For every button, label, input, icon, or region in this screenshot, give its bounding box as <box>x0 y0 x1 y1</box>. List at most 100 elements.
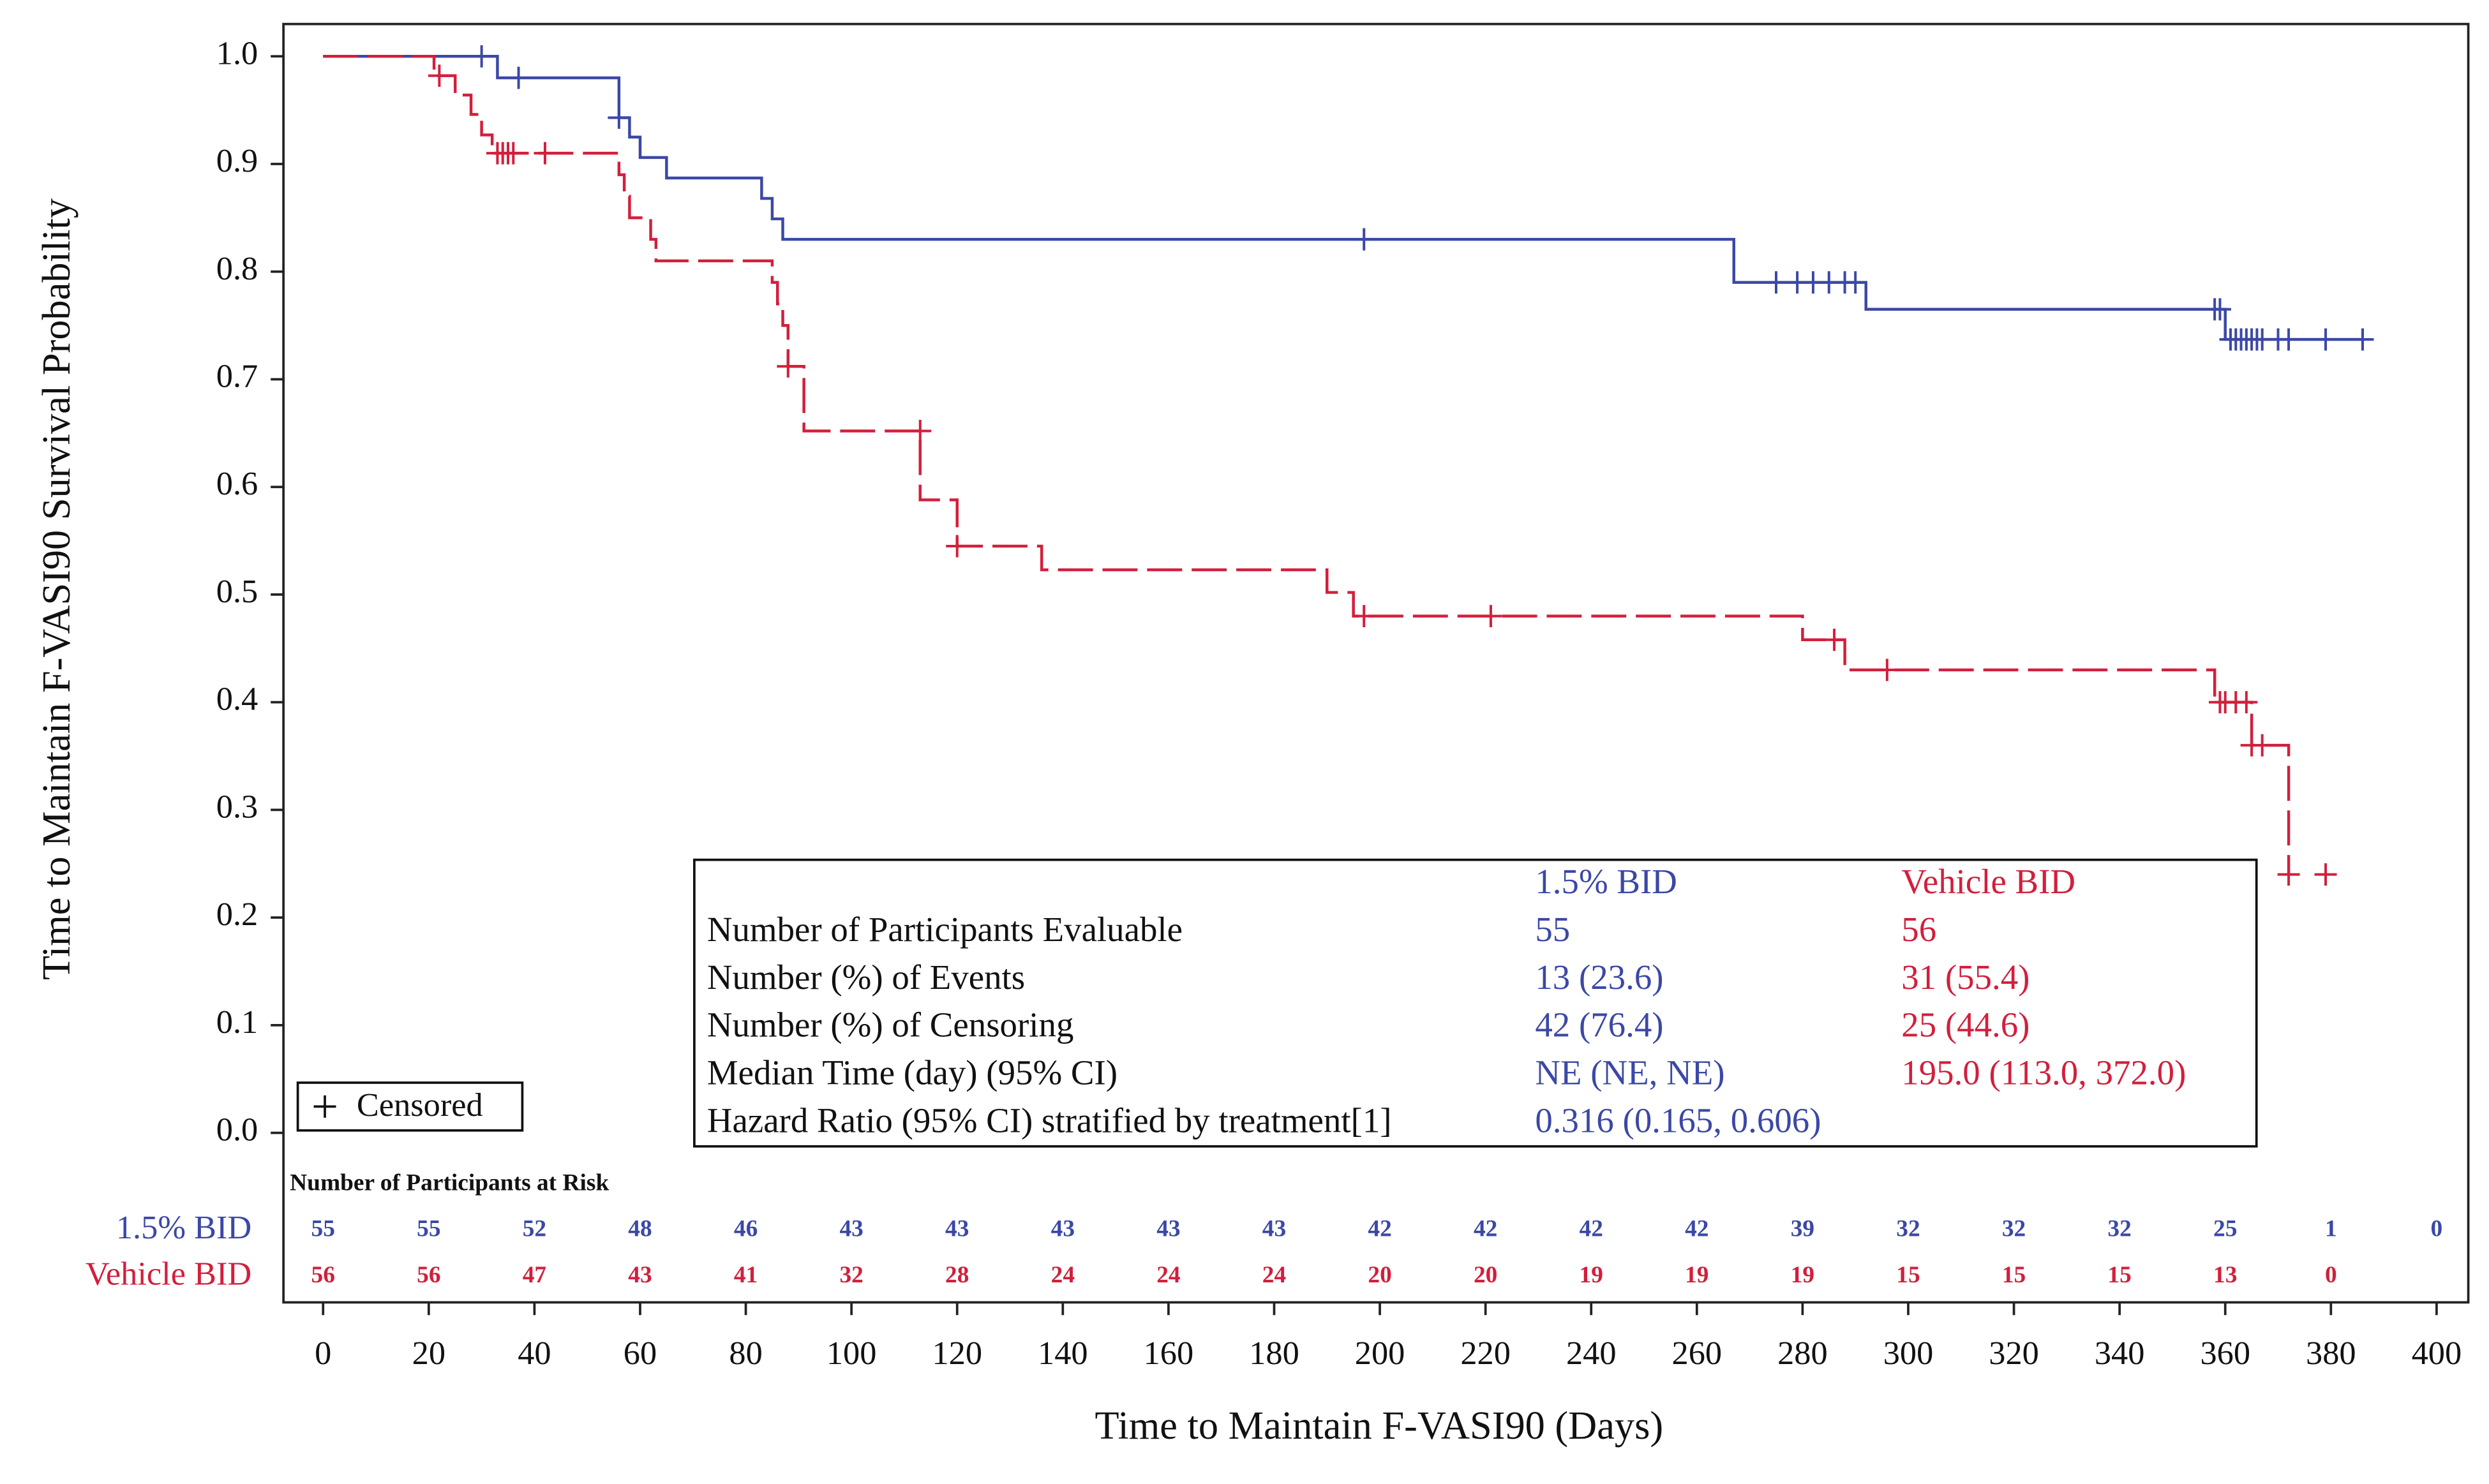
at-risk-count: 43 <box>945 1216 969 1242</box>
x-tick-label: 360 <box>2200 1335 2250 1372</box>
x-tick-label: 180 <box>1249 1335 1299 1372</box>
x-tick-label: 120 <box>932 1335 982 1372</box>
censor-mark <box>2314 863 2337 886</box>
x-tick-label: 100 <box>826 1335 877 1372</box>
x-tick-label: 0 <box>315 1335 331 1372</box>
at-risk-count: 15 <box>2002 1262 2026 1288</box>
censor-mark <box>1823 628 1846 651</box>
at-risk-count: 15 <box>1896 1262 1920 1288</box>
y-tick-label: 0.2 <box>216 896 258 933</box>
censor-mark <box>1352 605 1375 628</box>
at-risk-count: 43 <box>628 1262 652 1288</box>
y-tick-label: 0.7 <box>216 357 258 394</box>
x-tick-label: 260 <box>1672 1335 1723 1372</box>
censor-mark <box>2351 328 2374 351</box>
summary-value: 55 <box>1535 910 1570 949</box>
censor-mark <box>534 142 557 165</box>
at-risk-count: 20 <box>1474 1262 1497 1288</box>
y-tick-label: 0.9 <box>216 142 258 179</box>
x-tick-label: 340 <box>2095 1335 2145 1372</box>
at-risk-count: 42 <box>1580 1216 1603 1242</box>
at-risk-count: 42 <box>1685 1216 1708 1242</box>
censor-mark <box>946 535 969 558</box>
at-risk-title: Number of Participants at Risk <box>290 1169 609 1196</box>
at-risk-count: 32 <box>2107 1216 2131 1242</box>
summary-value: 42 (76.4) <box>1535 1005 1663 1044</box>
summary-box <box>693 858 2258 1148</box>
legend-label: Censored <box>357 1087 483 1124</box>
summary-label: Median Time (day) (95% CI) <box>707 1053 1117 1092</box>
at-risk-count: 25 <box>2213 1216 2237 1242</box>
at-risk-count: 42 <box>1368 1216 1391 1242</box>
summary-header: Vehicle BID <box>1901 862 2075 901</box>
summary-value: 31 (55.4) <box>1901 958 2029 997</box>
y-tick-label: 1.0 <box>216 34 258 71</box>
at-risk-row-label: 1.5% BID <box>116 1209 251 1246</box>
censor-mark <box>1844 271 1867 294</box>
at-risk-count: 13 <box>2213 1262 2237 1288</box>
summary-value: 13 (23.6) <box>1535 958 1663 997</box>
x-tick-label: 400 <box>2412 1335 2462 1372</box>
y-tick-label: 0.0 <box>216 1111 258 1148</box>
at-risk-count: 46 <box>734 1216 758 1242</box>
at-risk-count: 24 <box>1156 1262 1181 1288</box>
censor-mark <box>2314 328 2337 351</box>
x-tick-label: 200 <box>1355 1335 1405 1372</box>
censor-mark <box>2277 863 2300 886</box>
summary-header: 1.5% BID <box>1535 862 1677 901</box>
x-tick-label: 220 <box>1460 1335 1511 1372</box>
at-risk-count: 28 <box>945 1262 969 1288</box>
at-risk-count: 19 <box>1580 1262 1603 1288</box>
x-tick-label: 40 <box>518 1335 551 1372</box>
at-risk-count: 19 <box>1685 1262 1708 1288</box>
censor-mark <box>1876 658 1899 681</box>
summary-value: NE (NE, NE) <box>1535 1053 1724 1092</box>
summary-value: 25 (44.6) <box>1901 1005 2029 1044</box>
x-tick-label: 60 <box>624 1335 657 1372</box>
summary-label: Hazard Ratio (95% CI) stratified by trea… <box>707 1101 1392 1139</box>
summary-label: Number (%) of Censoring <box>707 1005 1074 1044</box>
censor-mark <box>470 45 493 68</box>
censor-mark <box>1352 228 1375 251</box>
at-risk-count: 24 <box>1262 1262 1287 1288</box>
at-risk-count: 56 <box>311 1262 335 1288</box>
at-risk-count: 55 <box>417 1216 440 1242</box>
at-risk-count: 52 <box>523 1216 546 1242</box>
censor-mark <box>1479 605 1502 628</box>
at-risk-count: 55 <box>311 1216 335 1242</box>
y-tick-label: 0.4 <box>216 681 258 718</box>
at-risk-count: 1 <box>2325 1216 2337 1242</box>
at-risk-count: 56 <box>417 1262 440 1288</box>
summary-value: 0.316 (0.165, 0.606) <box>1535 1101 1821 1139</box>
censor-mark <box>2235 691 2258 714</box>
censor-mark <box>502 142 525 165</box>
censor-mark <box>2208 298 2231 321</box>
y-tick-label: 0.5 <box>216 573 258 610</box>
at-risk-count: 43 <box>1262 1216 1286 1242</box>
at-risk-count: 39 <box>1791 1216 1814 1242</box>
summary-label: Number of Participants Evaluable <box>707 910 1183 949</box>
y-tick-label: 0.6 <box>216 465 258 502</box>
x-tick-label: 140 <box>1038 1335 1088 1372</box>
censor-mark <box>1765 271 1788 294</box>
at-risk-count: 20 <box>1368 1262 1391 1288</box>
at-risk-row-label: Vehicle BID <box>86 1255 251 1292</box>
at-risk-count: 43 <box>1156 1216 1180 1242</box>
at-risk-count: 32 <box>1896 1216 1920 1242</box>
at-risk-count: 15 <box>2107 1262 2131 1288</box>
survival-line <box>323 55 2291 875</box>
at-risk-count: 32 <box>839 1262 863 1288</box>
x-tick-label: 160 <box>1144 1335 1194 1372</box>
at-risk-count: 48 <box>628 1216 652 1242</box>
at-risk-count: 43 <box>839 1216 863 1242</box>
censor-mark <box>2277 328 2300 351</box>
x-tick-label: 320 <box>1989 1335 2039 1372</box>
censor-mark <box>777 355 800 378</box>
x-tick-label: 300 <box>1883 1335 1934 1372</box>
censor-mark <box>507 66 530 89</box>
summary-label: Number (%) of Events <box>707 958 1025 997</box>
x-tick-label: 280 <box>1777 1335 1828 1372</box>
at-risk-count: 0 <box>2325 1262 2337 1288</box>
at-risk-count: 0 <box>2431 1216 2443 1242</box>
